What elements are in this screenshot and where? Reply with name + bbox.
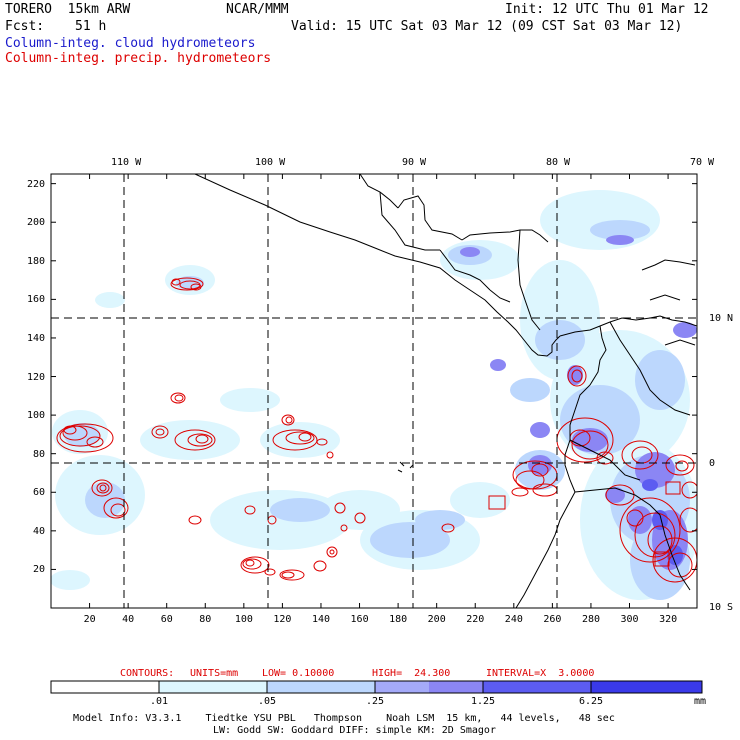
field-precip-label: Column-integ. precip. hydrometeors (5, 51, 272, 66)
x-tick-label: 140 (311, 614, 331, 625)
model-name: TORERO 15km ARW (5, 2, 131, 17)
organization: NCAR/MMM (226, 2, 289, 17)
x-tick-label: 160 (350, 614, 369, 625)
x-tick-label: 260 (543, 614, 562, 625)
y-tick-label: 60 (33, 487, 46, 499)
colorbar (50, 680, 703, 694)
model-info-line1: Model Info: V3.3.1 Tiedtke YSU PBL Thomp… (73, 713, 615, 724)
contours-high: HIGH= 24.300 (372, 668, 451, 679)
colorbar-label-1: .05 (257, 696, 277, 707)
x-tick-label: 180 (389, 614, 408, 625)
lat-label-10s: 10 S (709, 602, 734, 613)
x-tick-label: 60 (160, 614, 173, 625)
colorbar-swatch-0 (51, 681, 159, 693)
y-tick-label: 140 (27, 332, 46, 344)
x-tick-label: 320 (659, 614, 678, 625)
colorbar-label-2: .25 (365, 696, 385, 707)
lat-label-0: 0 (709, 458, 716, 469)
init-time: Init: 12 UTC Thu 01 Mar 12 (505, 2, 709, 17)
x-tick-label: 200 (427, 614, 446, 625)
x-tick-label: 100 (234, 614, 253, 625)
y-tick-label: 180 (27, 255, 46, 267)
colorbar-unit: mm (693, 696, 707, 707)
y-tick-label: 120 (27, 371, 46, 383)
lon-label-90w: 90 W (402, 157, 427, 168)
y-tick-label: 220 (27, 178, 46, 190)
contours-label: CONTOURS: (120, 668, 175, 679)
forecast-hour: 51 h (75, 19, 107, 34)
colorbar-label-3: 1.25 (470, 696, 496, 707)
tick-marks (51, 174, 697, 608)
colorbar-label-0: .01 (149, 696, 169, 707)
lon-label-70w: 70 W (690, 157, 715, 168)
field-cloud-label: Column-integ. cloud hydrometeors (5, 36, 256, 51)
valid-time: Valid: 15 UTC Sat 03 Mar 12 (09 CST Sat … (291, 19, 683, 34)
forecast-label: Fcst: (5, 19, 45, 34)
x-tick-label: 300 (620, 614, 639, 625)
cloud-shading (51, 190, 697, 600)
colorbar-swatch-1 (159, 681, 267, 693)
lat-label-10n: 10 N (709, 313, 734, 324)
contours-low: LOW= 0.10000 (262, 668, 335, 679)
y-tick-label: 80 (33, 448, 46, 460)
model-info-line2: LW: Godd SW: Goddard DIFF: simple KM: 2D… (213, 725, 496, 736)
lat-lon-grid (51, 174, 697, 608)
lon-label-80w: 80 W (546, 157, 571, 168)
colorbar-swatch-4 (429, 681, 483, 693)
lon-label-110w: 110 W (111, 157, 142, 168)
colorbar-swatch-3 (375, 681, 429, 693)
contours-interval: INTERVAL=X 3.0000 (486, 668, 595, 679)
x-tick-label: 280 (581, 614, 600, 625)
y-tick-label: 20 (33, 564, 46, 576)
x-tick-label: 80 (199, 614, 212, 625)
y-tick-label: 200 (27, 217, 46, 229)
y-tick-label: 160 (27, 294, 46, 306)
colorbar-label-4: 6.25 (578, 696, 604, 707)
x-tick-label: 220 (466, 614, 485, 625)
x-tick-label: 40 (122, 614, 135, 625)
y-tick-label: 100 (27, 410, 46, 422)
lon-label-100w: 100 W (255, 157, 286, 168)
x-tick-label: 120 (273, 614, 292, 625)
y-tick-label: 40 (33, 525, 46, 537)
colorbar-swatch-5 (483, 681, 591, 693)
plot-frame (50, 173, 698, 609)
x-tick-label: 20 (83, 614, 96, 625)
contours-units: UNITS=mm (190, 668, 239, 679)
colorbar-swatch-6 (591, 681, 702, 693)
x-tick-label: 240 (504, 614, 523, 625)
colorbar-swatch-2 (267, 681, 375, 693)
